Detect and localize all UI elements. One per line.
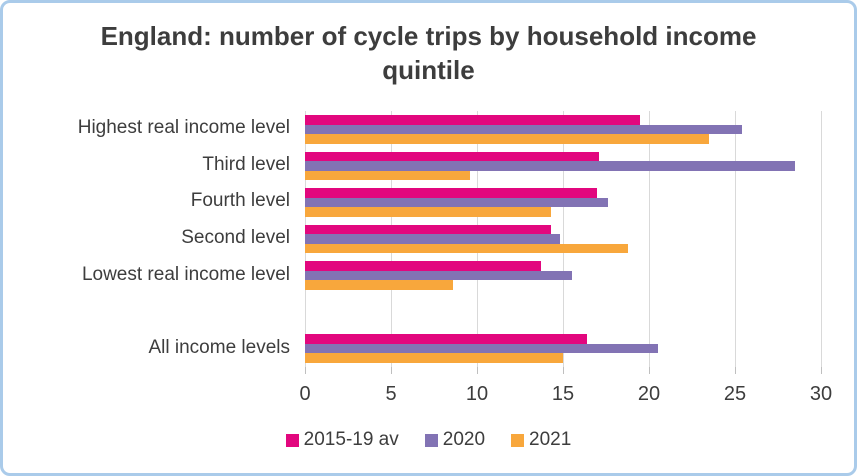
legend-item-2020: 2020 xyxy=(424,429,486,451)
gridline-20 xyxy=(649,111,650,367)
bar-2020-Highest real income level xyxy=(305,124,742,135)
bar-group-Fourth level xyxy=(305,184,821,221)
gridline-30 xyxy=(821,111,822,367)
category-label: Second level xyxy=(181,227,290,248)
legend-label: 2020 xyxy=(442,429,486,450)
plot-area xyxy=(305,111,822,374)
x-tick-label-25: 25 xyxy=(723,383,747,405)
category-label: Third level xyxy=(202,153,290,175)
x-tick-label-30: 30 xyxy=(809,383,833,405)
tickmark-0 xyxy=(305,367,306,374)
legend-label: 2021 xyxy=(529,429,572,450)
tickmark-30 xyxy=(821,367,822,374)
category-label: Fourth level xyxy=(190,190,290,212)
category-label: Lowest real income level xyxy=(81,263,290,285)
bar-2021-Highest real income level xyxy=(305,134,710,144)
tickmark-10 xyxy=(477,367,478,374)
bar-2015-19 av-All income levels xyxy=(305,334,588,344)
tickmark-5 xyxy=(391,367,392,374)
category-label: All income levels xyxy=(148,336,291,358)
bar-2015-19 av-Lowest real income level xyxy=(305,261,541,271)
gridline-25 xyxy=(735,111,736,367)
x-tick-label-20: 20 xyxy=(637,383,661,405)
bar-2021-All income levels xyxy=(305,353,563,363)
tickmark-15 xyxy=(563,367,564,374)
bar-2015-19 av-Fourth level xyxy=(305,188,598,198)
category-label: Highest real income level xyxy=(77,117,290,139)
legend-item-2015-19 av: 2015-19 av xyxy=(285,429,399,451)
gridline-15 xyxy=(563,111,564,367)
bar-group-Third level xyxy=(305,148,821,185)
bar-2020-Second level xyxy=(305,234,560,244)
chart-title: England: number of cycle trips by househ… xyxy=(100,21,757,86)
bar-2021-Fourth level xyxy=(305,207,551,217)
category-axis: Highest real income level Third level Four… xyxy=(3,111,296,367)
legend-swatch-icon xyxy=(511,433,525,447)
legend-label: 2015-19 av xyxy=(303,429,399,450)
bar-group-Highest real income level xyxy=(305,111,821,148)
tickmark-20 xyxy=(649,367,650,374)
bar-2021-Second level xyxy=(305,243,629,254)
bar-2020-Third level xyxy=(305,161,796,171)
legend-item-2021: 2021 xyxy=(511,429,571,451)
x-tick-label-10: 10 xyxy=(465,383,489,405)
bar-2020-All income levels xyxy=(305,343,658,354)
legend: 2015-19 av 2020 2021 xyxy=(3,429,854,451)
bar-2020-Lowest real income level xyxy=(305,270,572,281)
bar-group-Lowest real income level xyxy=(305,257,821,294)
bar-2015-19 av-Second level xyxy=(305,224,551,235)
x-tick-label-5: 5 xyxy=(385,383,397,405)
bar-group-Second level xyxy=(305,221,821,258)
bar-2015-19 av-Highest real income level xyxy=(305,115,641,125)
bar-group-All income levels xyxy=(305,330,821,367)
bar-2015-19 av-Third level xyxy=(305,151,600,162)
value-axis: 0 5 10 15 20 25 30 xyxy=(299,383,832,409)
bar-2020-Fourth level xyxy=(305,197,608,208)
tickmark-25 xyxy=(735,367,736,374)
legend-swatch-icon xyxy=(424,433,438,447)
bar-2021-Third level xyxy=(305,170,471,181)
legend-swatch-icon xyxy=(285,433,299,447)
bar-group-spacer xyxy=(305,294,821,331)
x-tick-label-0: 0 xyxy=(299,383,311,405)
x-tick-label-15: 15 xyxy=(551,383,575,405)
bar-2021-Lowest real income level xyxy=(305,280,453,290)
